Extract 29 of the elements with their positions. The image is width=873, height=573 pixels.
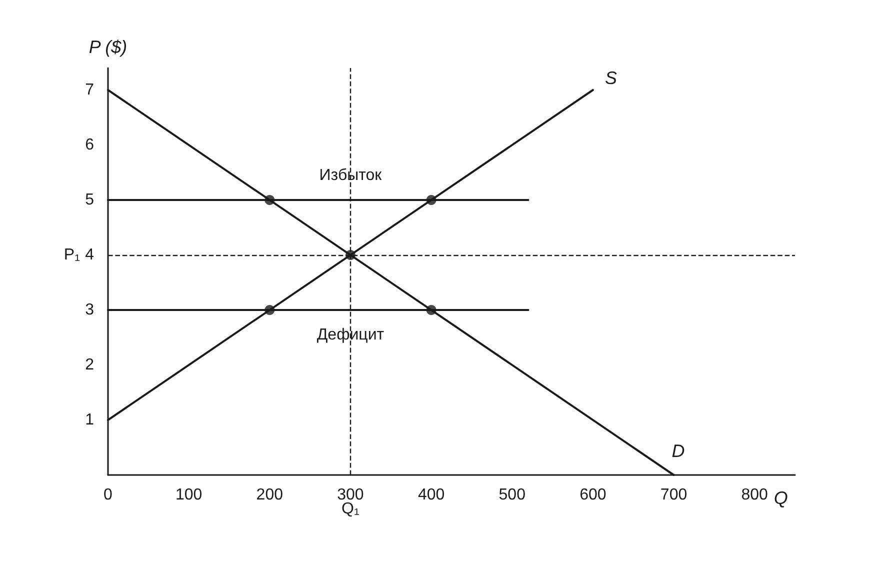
y-tick-label: 1 (85, 412, 94, 428)
x-axis-title: Q (774, 488, 788, 508)
y-tick-label: 5 (85, 192, 94, 208)
point (345, 250, 356, 260)
x-tick-label: 400 (418, 486, 445, 504)
y-tick-label: 4 (85, 246, 94, 264)
x-tick-label: 500 (498, 486, 526, 504)
point (264, 195, 275, 205)
point (426, 195, 436, 205)
point (426, 305, 436, 315)
x-tick-label: 300 (337, 486, 364, 504)
y-axis-title: P ($) (88, 37, 128, 57)
point (264, 305, 275, 315)
y-tick-label: 2 (85, 356, 94, 374)
annotation: Избыток (319, 166, 383, 184)
y-tick-label: 6 (85, 136, 94, 154)
x-tick-label: 0 (104, 486, 113, 504)
x-tick-label: 800 (741, 486, 768, 504)
x-tick-label: 600 (580, 486, 606, 504)
series-label: S (604, 68, 617, 88)
ref-line-label: P₁ (64, 246, 80, 264)
annotation: Дефицит (316, 326, 385, 344)
series-label: D (672, 441, 685, 461)
x-tick-label: 100 (175, 486, 202, 504)
x-tick-label: 200 (256, 486, 284, 504)
x-tick-label: 700 (660, 486, 688, 504)
y-tick-label: 7 (85, 82, 94, 98)
y-tick-label: 3 (85, 302, 94, 318)
ref-line-label: Q₁ (342, 500, 360, 518)
